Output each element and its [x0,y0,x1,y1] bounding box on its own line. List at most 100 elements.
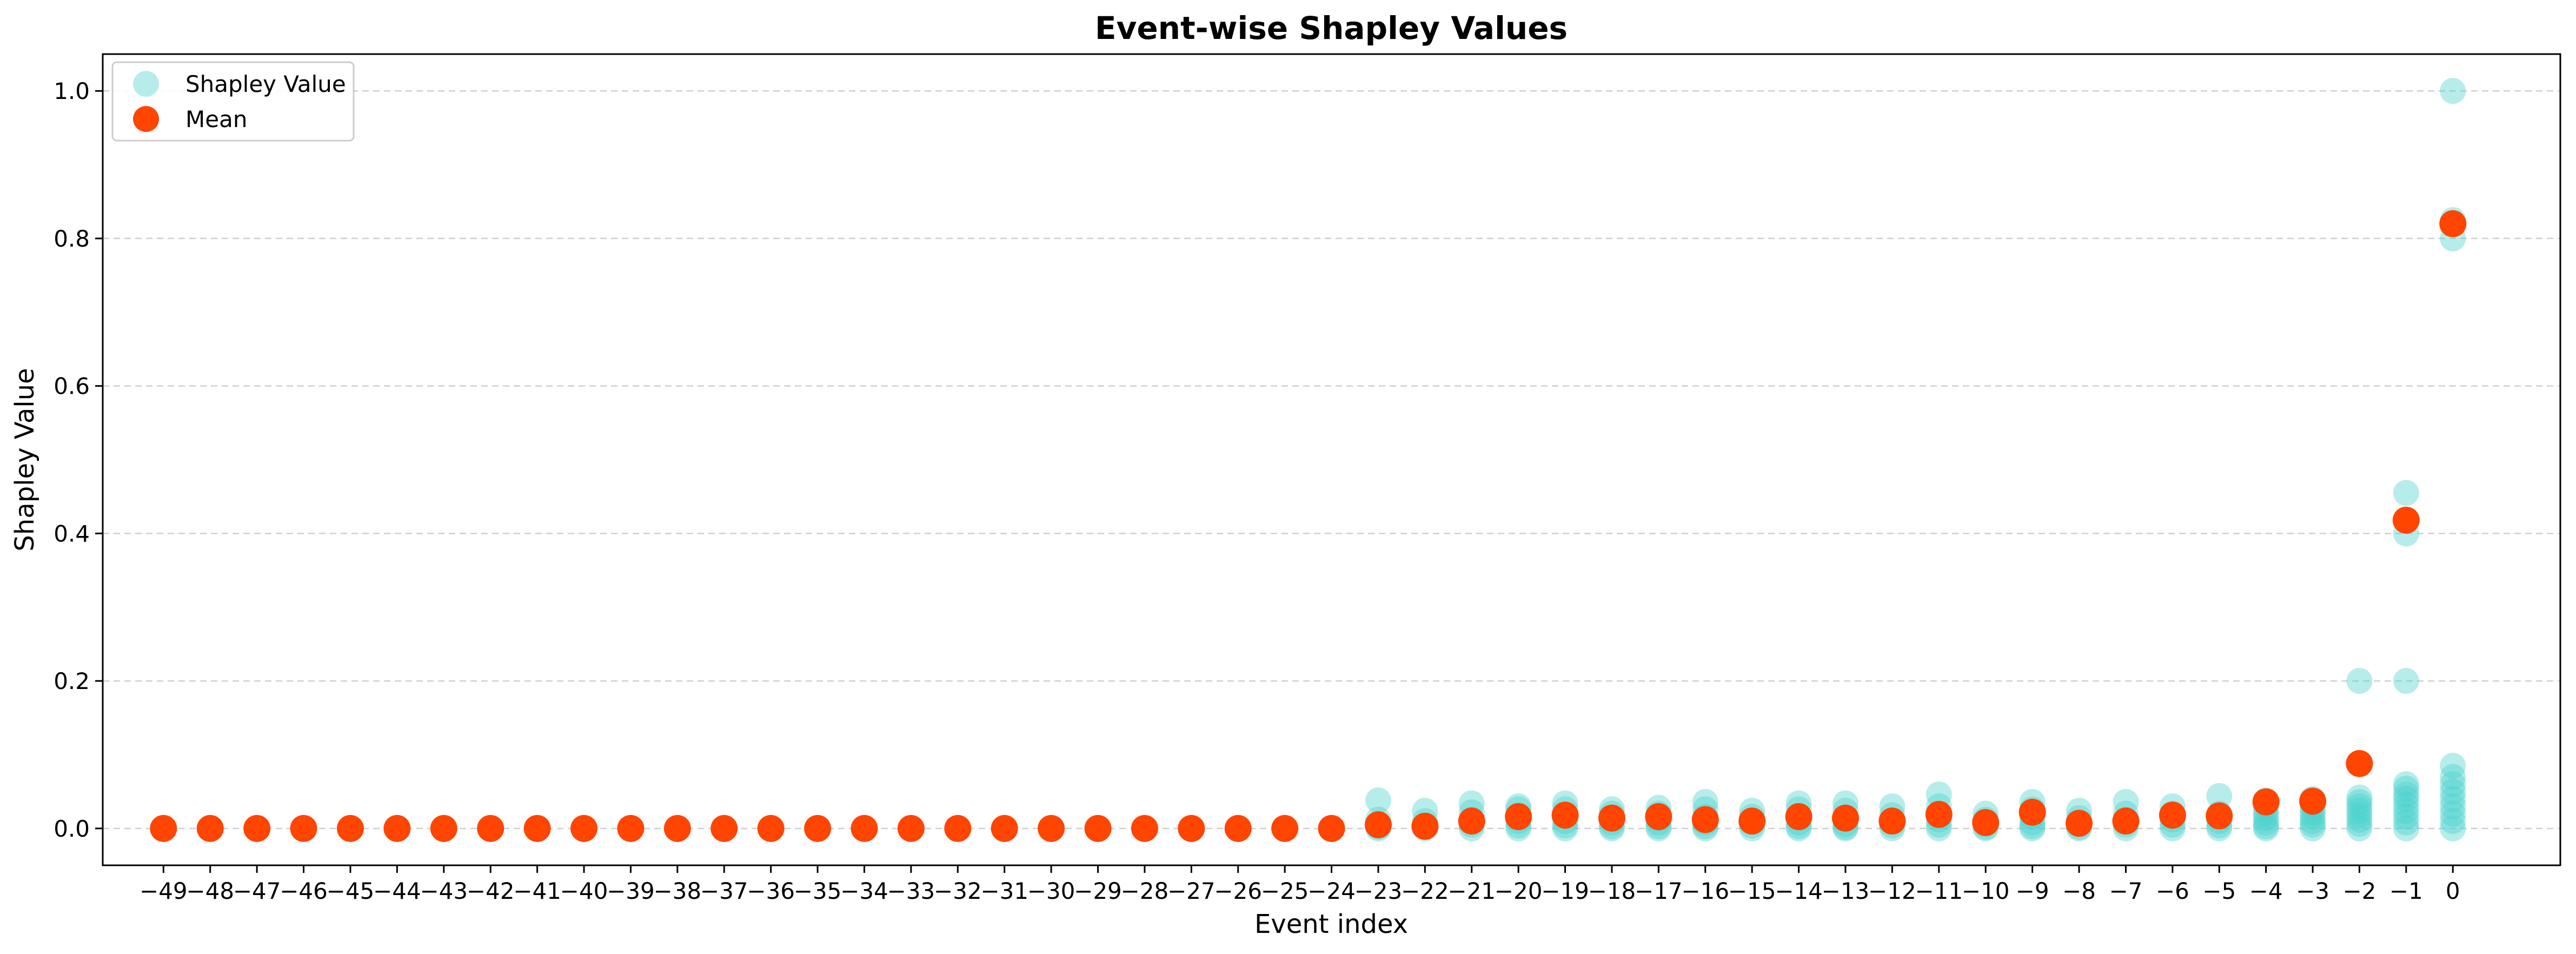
x-tick-label: −9 [2016,878,2049,904]
mean-point [804,814,832,842]
mean-point [2206,802,2233,830]
shapley-value-point [2440,778,2466,805]
x-tick-label: −20 [1495,878,1543,904]
shapley-value-point [2346,811,2373,837]
shapley-value-point [2346,793,2373,819]
mean-point [1831,804,1859,832]
x-tick-label: −19 [1541,878,1589,904]
y-tick-label: 0.4 [54,520,90,547]
y-axis-label: Shapley Value [10,368,40,551]
mean-point [1505,803,1532,830]
mean-point [663,814,691,842]
mean-point [1364,811,1392,838]
mean-point [523,814,551,842]
shapley-value-point [2393,798,2419,824]
x-tick-label: −39 [607,878,655,904]
shapley-value-point [1365,787,1391,813]
mean-point [570,814,597,842]
mean-point [711,814,738,842]
mean-point [1131,814,1158,842]
x-tick-label: −43 [420,878,468,904]
y-tick-label: 0.0 [54,816,90,842]
shapley-value-point [2393,781,2419,808]
mean-point [290,814,317,842]
shapley-value-point [2440,808,2466,834]
y-tick-label: 0.2 [54,668,90,694]
mean-point [2066,810,2093,837]
x-tick-label: −24 [1307,878,1356,904]
shapley-value-point [2393,815,2419,842]
x-tick-label: −45 [327,878,375,904]
mean-point [2439,210,2467,237]
mean-point [2346,750,2373,777]
x-tick-label: −5 [2202,878,2236,904]
mean-point [1785,803,1813,830]
shapley-value-point [2440,786,2466,812]
x-tick-label: −13 [1822,878,1870,904]
x-tick-label: −44 [373,878,421,904]
x-tick-label: −34 [840,878,888,904]
legend: Shapley Value Mean [111,61,355,142]
x-tick-label: −31 [980,878,1028,904]
mean-point [991,814,1018,842]
data-layer [150,78,2467,842]
shapley-value-point [1926,781,1952,808]
y-tick-label: 1.0 [54,78,90,104]
x-tick-label: −21 [1448,878,1496,904]
mean-point [1551,801,1579,829]
shapley-value-point [2253,813,2279,839]
mean-point [1691,806,1719,833]
shapley-value-point [2440,815,2466,842]
shapley-value-point [2300,815,2326,842]
shapley-value-point [2300,808,2326,834]
x-tick-label: −30 [1027,878,1075,904]
mean-point [2159,801,2186,829]
shapley-value-point [2346,668,2373,694]
x-tick-label: −35 [794,878,842,904]
shapley-value-point [2253,809,2279,836]
mean-point [1972,809,2000,836]
shapley-value-point [2346,789,2373,815]
x-tick-label: −49 [140,878,188,904]
shapley-value-point [2253,815,2279,842]
x-tick-label: −38 [653,878,701,904]
x-tick-label: −14 [1775,878,1823,904]
mean-point [2392,506,2420,534]
shapley-value-point [2440,78,2466,104]
shapley-value-point [2346,784,2373,811]
x-tick-label: −16 [1681,878,1729,904]
mean-point [1738,807,1766,835]
shapley-value-point [2440,800,2466,827]
x-tick-label: −42 [467,878,515,904]
mean-point [383,814,411,842]
mean-point [2019,798,2046,826]
mean-point [851,814,878,842]
shapley-value-point [2393,776,2419,802]
x-tick-label: −40 [560,878,608,904]
shapley-value-point [2393,771,2419,797]
x-tick-label: −8 [2062,878,2096,904]
x-tick-label: −7 [2109,878,2142,904]
x-tick-label: −41 [513,878,561,904]
x-tick-label: −22 [1401,878,1449,904]
mean-point [757,814,785,842]
mean-point [1271,814,1299,842]
legend-marker-mean [133,106,159,132]
mean-point [2299,787,2327,815]
x-tick-label: −28 [1121,878,1169,904]
grid-layer [103,90,2560,830]
x-tick-label: −48 [186,878,234,904]
shapley-value-point [2393,804,2419,830]
mean-point [617,814,645,842]
x-tick-label: −32 [934,878,982,904]
shapley-value-point [2346,806,2373,833]
shapley-value-point [2393,792,2419,818]
x-tick-label: −2 [2342,878,2376,904]
x-tick-label: −18 [1588,878,1636,904]
x-tick-label: −6 [2156,878,2189,904]
mean-point [196,814,224,842]
shapley-value-point [2393,786,2419,812]
x-tick-label: −4 [2249,878,2283,904]
mean-point [1084,814,1112,842]
x-tick-label: −17 [1635,878,1683,904]
